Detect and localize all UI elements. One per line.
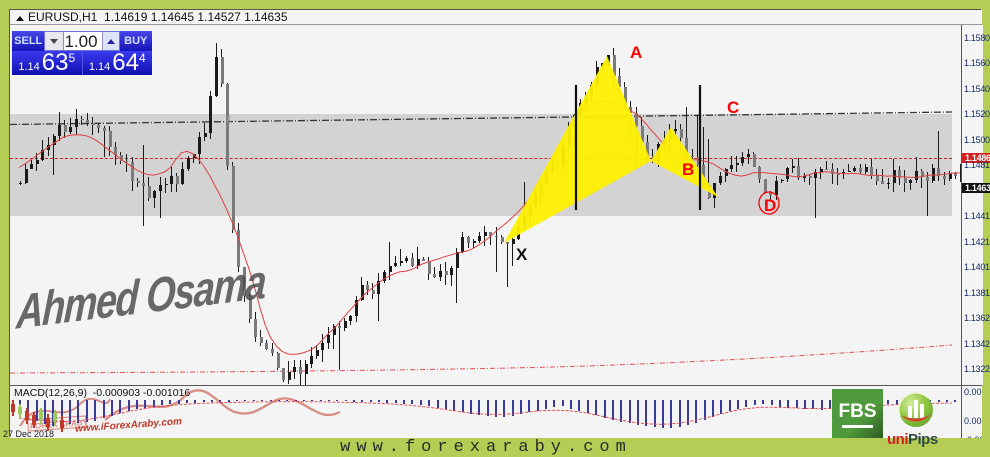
svg-text:A: A	[630, 43, 642, 62]
svg-text:X: X	[516, 245, 528, 264]
